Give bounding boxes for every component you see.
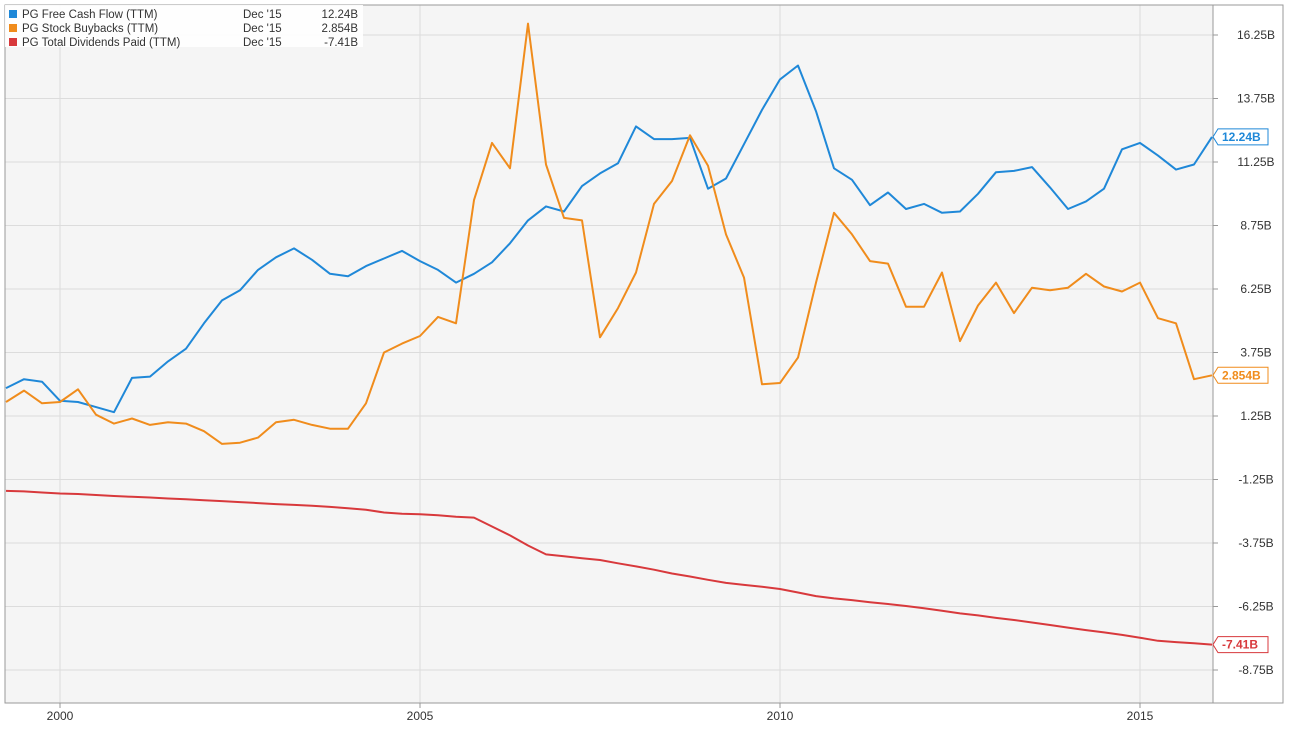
- legend-item: PG Stock Buybacks (TTM) Dec '15 2.854B: [9, 23, 358, 35]
- x-tick-label: 2015: [1127, 709, 1154, 723]
- end-label-text: 12.24B: [1222, 130, 1261, 144]
- legend-item: PG Free Cash Flow (TTM) Dec '15 12.24B: [9, 9, 358, 21]
- legend: PG Free Cash Flow (TTM) Dec '15 12.24B PG S…: [5, 5, 363, 49]
- x-axis: 2000 2005 2010 2015: [47, 703, 1154, 723]
- legend-item: PG Total Dividends Paid (TTM) Dec '15 -7.4…: [9, 37, 358, 49]
- end-value-labels: 12.24B 2.854B -7.41B: [1212, 128, 1269, 654]
- legend-swatch: [9, 38, 17, 46]
- legend-background: [5, 5, 363, 47]
- legend-series-name: PG Free Cash Flow (TTM): [22, 9, 158, 21]
- y-tick-label: -6.25B: [1238, 600, 1273, 614]
- legend-swatch: [9, 24, 17, 32]
- y-tick-label: 3.75B: [1240, 346, 1271, 360]
- legend-date: Dec '15: [243, 37, 282, 49]
- legend-date: Dec '15: [243, 23, 282, 35]
- end-value-label: -7.41B: [1212, 636, 1269, 654]
- series-line: [5, 64, 1213, 414]
- y-tick-label: 16.25B: [1237, 28, 1275, 42]
- legend-value: 12.24B: [322, 9, 359, 21]
- end-label-box: [1212, 128, 1269, 146]
- legend-series-name: PG Stock Buybacks (TTM): [22, 23, 158, 35]
- gridlines: [5, 5, 1213, 703]
- y-tick-label: -8.75B: [1238, 663, 1273, 677]
- legend-value: -7.41B: [324, 37, 358, 49]
- end-label-text: -7.41B: [1222, 638, 1258, 652]
- series-line: [5, 22, 1213, 445]
- y-tick-label: 6.25B: [1240, 282, 1271, 296]
- y-tick-label: 1.25B: [1240, 409, 1271, 423]
- y-axis: 16.25B 13.75B 11.25B 8.75B 6.25B 3.75B 1.25B -1…: [1213, 28, 1275, 677]
- legend-date: Dec '15: [243, 9, 282, 21]
- y-tick-label: -1.25B: [1238, 473, 1273, 487]
- plot-background: [5, 5, 1213, 703]
- end-label-text: 2.854B: [1222, 368, 1261, 382]
- legend-swatch: [9, 10, 17, 18]
- end-value-label: 12.24B: [1212, 128, 1269, 146]
- legend-series-name: PG Total Dividends Paid (TTM): [22, 37, 180, 49]
- series-line: [5, 489, 1213, 646]
- x-tick-label: 2010: [767, 709, 794, 723]
- end-value-label: 2.854B: [1212, 366, 1269, 384]
- x-tick-label: 2005: [407, 709, 434, 723]
- series-lines: [5, 22, 1213, 646]
- y-tick-label: 11.25B: [1237, 155, 1274, 169]
- y-tick-label: 8.75B: [1240, 219, 1271, 233]
- right-axis-frame: [1212, 4, 1284, 704]
- legend-value: 2.854B: [322, 23, 359, 35]
- y-tick-label: -3.75B: [1238, 536, 1273, 550]
- x-tick-label: 2000: [47, 709, 74, 723]
- end-label-box: [1212, 366, 1269, 384]
- end-label-box: [1212, 636, 1269, 654]
- y-tick-label: 13.75B: [1237, 92, 1275, 106]
